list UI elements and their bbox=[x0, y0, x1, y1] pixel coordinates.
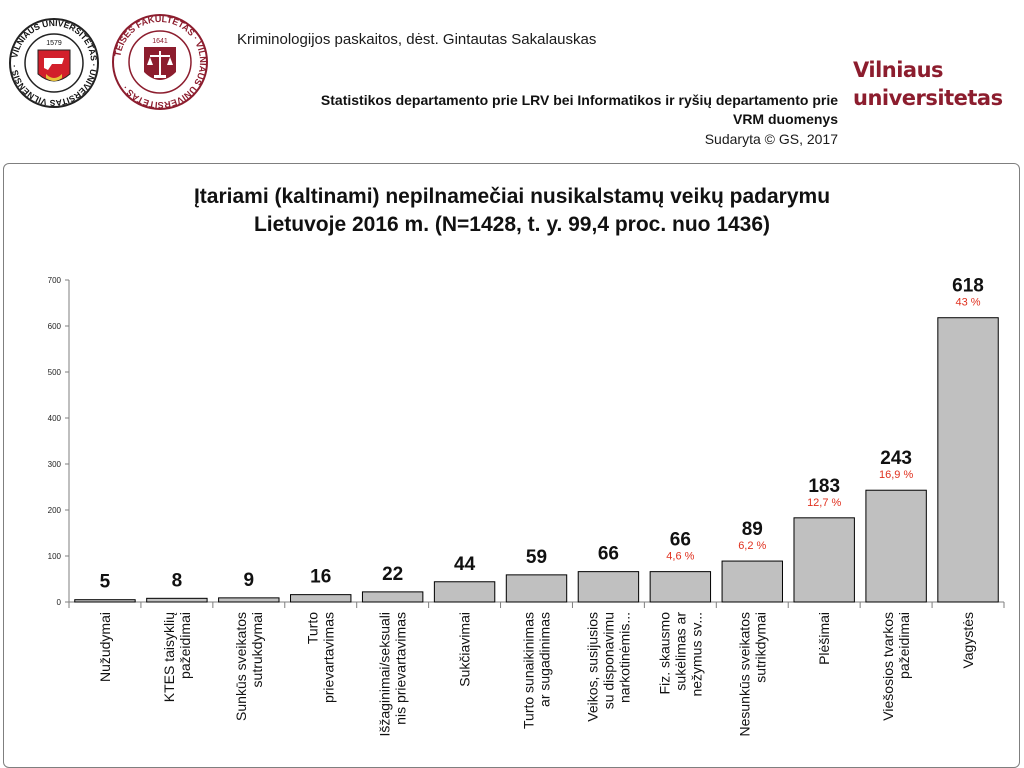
bar bbox=[721, 560, 783, 603]
category-label-line: Sukčiavimai bbox=[457, 612, 473, 687]
value-label: 22 bbox=[382, 564, 403, 585]
value-label: 66 bbox=[598, 544, 619, 565]
bar bbox=[74, 599, 136, 603]
category-label-line: narkotinėmis... bbox=[616, 612, 632, 703]
law-faculty-seal-logo: TEISĖS FAKULTETAS · VILNIAUS UNIVERSITET… bbox=[110, 10, 210, 119]
chart-title-line-2: Lietuvoje 2016 m. (N=1428, t. y. 99,4 pr… bbox=[253, 213, 771, 236]
category-label-line: sutrukdymai bbox=[249, 612, 265, 687]
category-label: Viešosios tvarkospažeidimai bbox=[880, 612, 912, 721]
percent-label: 16,9 % bbox=[879, 469, 913, 481]
category-label: Nužudymai bbox=[97, 612, 113, 682]
percent-label: 43 % bbox=[955, 297, 980, 309]
y-tick-label: 100 bbox=[48, 552, 62, 561]
category-label-line: Sunkūs sveikatos bbox=[233, 612, 249, 721]
category-label-line: Plėšimai bbox=[816, 612, 832, 665]
bar bbox=[793, 517, 855, 603]
category-label-line: pažeidimai bbox=[177, 612, 193, 679]
category-label-line: Vagystės bbox=[960, 612, 976, 669]
value-label: 66 bbox=[670, 530, 691, 551]
value-label: 183 bbox=[808, 476, 840, 497]
bar bbox=[218, 597, 280, 603]
svg-text:1579: 1579 bbox=[46, 40, 62, 47]
y-tick-label: 600 bbox=[48, 322, 62, 331]
category-label: Turtoprievartavimas bbox=[305, 612, 337, 703]
category-label-line: Nužudymai bbox=[97, 612, 113, 682]
category-label-line: sukėlimas ar bbox=[672, 612, 688, 691]
data-source-line-2: VRM duomenys bbox=[732, 111, 838, 127]
y-tick-label: 700 bbox=[48, 276, 62, 285]
category-label-line: Veikos, susijusios bbox=[584, 612, 600, 722]
chart-panel bbox=[3, 163, 1020, 768]
bar bbox=[290, 594, 352, 603]
category-label: Vagystės bbox=[960, 612, 976, 669]
category-label: Sunkūs sveikatossutrukdymai bbox=[233, 612, 265, 721]
category-label-line: nis prievartavimas bbox=[393, 612, 409, 725]
percent-label: 12,7 % bbox=[807, 497, 841, 509]
y-tick-label: 200 bbox=[48, 506, 62, 515]
y-tick-label: 400 bbox=[48, 414, 62, 423]
bar bbox=[577, 571, 640, 603]
category-label-line: KTES taisyklių bbox=[161, 612, 177, 702]
category-label-line: Nesunkūs sveikatos bbox=[736, 612, 752, 737]
category-label-line: prievartavimas bbox=[321, 612, 337, 703]
value-label: 9 bbox=[244, 570, 255, 591]
svg-text:1641: 1641 bbox=[152, 38, 168, 45]
category-label: Nesunkūs sveikatossutrikdymai bbox=[736, 612, 768, 737]
value-label: 618 bbox=[952, 276, 984, 297]
value-label: 8 bbox=[172, 570, 183, 591]
category-label: Išžaginimai/seksualinis prievartavimas bbox=[377, 612, 409, 737]
category-label-line: Išžaginimai/seksuali bbox=[377, 612, 393, 737]
category-label: Veikos, susijusiossu disponavimunarkotin… bbox=[584, 612, 632, 722]
category-label-line: Viešosios tvarkos bbox=[880, 612, 896, 721]
bar bbox=[865, 489, 927, 603]
category-label-line: Turto bbox=[305, 612, 321, 644]
percent-label: 6,2 % bbox=[738, 540, 766, 552]
category-label: KTES taisykliųpažeidimai bbox=[161, 612, 193, 702]
category-label-line: Turto sunaikinimas bbox=[521, 612, 537, 729]
bar bbox=[361, 591, 424, 603]
brand-line-1: Vilniaus bbox=[853, 58, 944, 82]
data-source-line-1: Statistikos departamento prie LRV bei In… bbox=[320, 92, 838, 108]
course-subtitle: Kriminologijos paskaitos, dėst. Gintauta… bbox=[237, 31, 597, 48]
vilnius-university-seal-logo: VILNIAUS UNIVERSITETAS · UNIVERSITAS VIL… bbox=[8, 12, 100, 119]
bar bbox=[649, 571, 712, 603]
category-label-line: Fiz. skausmo bbox=[656, 612, 672, 695]
category-label-line: nežymus sv... bbox=[688, 612, 704, 697]
category-label-line: su disponavimu bbox=[600, 612, 616, 709]
percent-label: 4,6 % bbox=[666, 551, 694, 563]
value-label: 5 bbox=[100, 572, 111, 593]
category-label-line: sutrikdymai bbox=[752, 612, 768, 683]
chart-title-line-1: Įtariami (kaltinami) nepilnamečiai nusik… bbox=[193, 185, 831, 208]
value-label: 89 bbox=[742, 519, 763, 540]
brand-line-2: universitetas bbox=[853, 86, 1003, 110]
value-label: 44 bbox=[454, 554, 476, 575]
category-label: Sukčiavimai bbox=[457, 612, 473, 687]
value-label: 16 bbox=[310, 567, 331, 588]
bar bbox=[433, 581, 496, 603]
value-label: 59 bbox=[526, 547, 547, 568]
credit-line: Sudaryta © GS, 2017 bbox=[704, 131, 838, 147]
y-tick-label: 500 bbox=[48, 368, 62, 377]
category-label: Fiz. skausmosukėlimas arnežymus sv... bbox=[656, 612, 704, 697]
bar bbox=[505, 574, 568, 603]
value-label: 243 bbox=[880, 448, 912, 469]
category-label: Plėšimai bbox=[816, 612, 832, 665]
y-tick-label: 300 bbox=[48, 460, 62, 469]
category-label-line: ar sugadinimas bbox=[537, 612, 553, 707]
bar bbox=[146, 597, 208, 603]
y-tick-label: 0 bbox=[57, 598, 62, 607]
bar bbox=[937, 317, 999, 603]
category-label: Turto sunaikinimasar sugadinimas bbox=[521, 612, 553, 729]
category-label-line: pažeidimai bbox=[896, 612, 912, 679]
